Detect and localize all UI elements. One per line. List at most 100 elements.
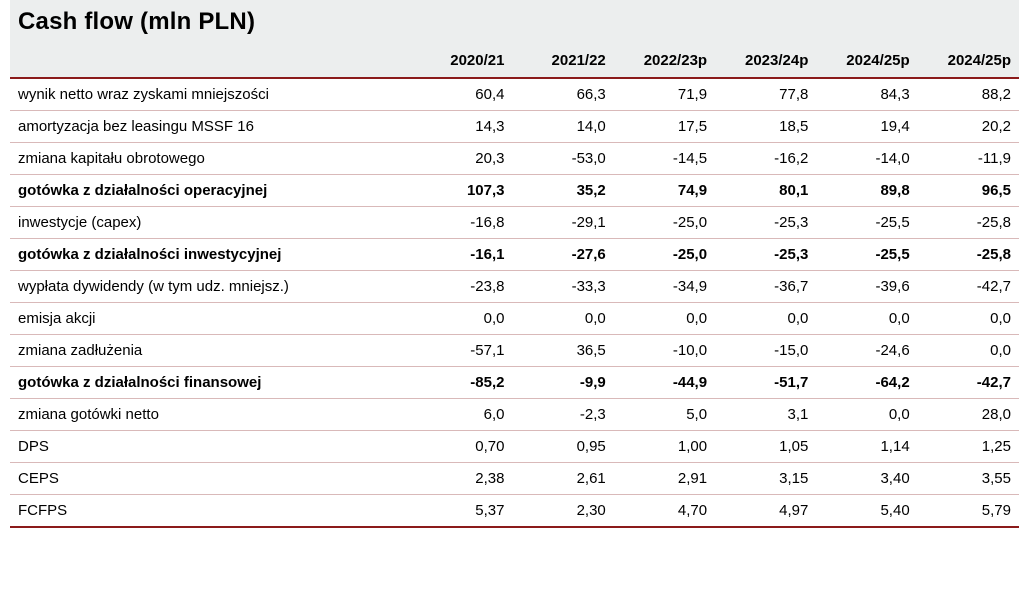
table-header-col: 2024/25p <box>918 42 1019 78</box>
cell-value: -34,9 <box>614 271 715 303</box>
cell-value: 74,9 <box>614 175 715 207</box>
cell-value: 1,05 <box>715 431 816 463</box>
cell-value: 0,0 <box>918 303 1019 335</box>
cell-value: -10,0 <box>614 335 715 367</box>
cell-value: 5,79 <box>918 495 1019 528</box>
page-title: Cash flow (mln PLN) <box>10 0 1019 42</box>
cell-value: 89,8 <box>816 175 917 207</box>
cell-value: 0,0 <box>816 303 917 335</box>
cell-value: -2,3 <box>512 399 613 431</box>
cell-value: -25,8 <box>918 207 1019 239</box>
table-row: zmiana gotówki netto6,0-2,35,03,10,028,0 <box>10 399 1019 431</box>
cashflow-table: 2020/212021/222022/23p2023/24p2024/25p20… <box>10 42 1019 528</box>
row-label: DPS <box>10 431 411 463</box>
table-row: gotówka z działalności inwestycyjnej-16,… <box>10 239 1019 271</box>
table-row: zmiana zadłużenia-57,136,5-10,0-15,0-24,… <box>10 335 1019 367</box>
cell-value: 3,40 <box>816 463 917 495</box>
row-label: amortyzacja bez leasingu MSSF 16 <box>10 111 411 143</box>
row-label: gotówka z działalności inwestycyjnej <box>10 239 411 271</box>
cell-value: 3,55 <box>918 463 1019 495</box>
table-row: CEPS2,382,612,913,153,403,55 <box>10 463 1019 495</box>
cell-value: 6,0 <box>411 399 512 431</box>
cell-value: 18,5 <box>715 111 816 143</box>
table-header-col: 2024/25p <box>816 42 917 78</box>
cell-value: 77,8 <box>715 78 816 111</box>
cell-value: 1,14 <box>816 431 917 463</box>
cell-value: -27,6 <box>512 239 613 271</box>
cell-value: -29,1 <box>512 207 613 239</box>
table-header-blank <box>10 42 411 78</box>
cell-value: 0,0 <box>715 303 816 335</box>
cell-value: -42,7 <box>918 271 1019 303</box>
cell-value: 0,0 <box>816 399 917 431</box>
cell-value: -14,5 <box>614 143 715 175</box>
cell-value: 3,1 <box>715 399 816 431</box>
cell-value: 96,5 <box>918 175 1019 207</box>
cell-value: 5,0 <box>614 399 715 431</box>
cell-value: -16,1 <box>411 239 512 271</box>
cell-value: -16,2 <box>715 143 816 175</box>
row-label: wynik netto wraz zyskami mniejszości <box>10 78 411 111</box>
cell-value: 0,0 <box>512 303 613 335</box>
cell-value: 36,5 <box>512 335 613 367</box>
table-header-col: 2020/21 <box>411 42 512 78</box>
cell-value: 35,2 <box>512 175 613 207</box>
table-row: gotówka z działalności finansowej-85,2-9… <box>10 367 1019 399</box>
cell-value: 80,1 <box>715 175 816 207</box>
cell-value: 5,40 <box>816 495 917 528</box>
cell-value: 20,2 <box>918 111 1019 143</box>
table-row: amortyzacja bez leasingu MSSF 1614,314,0… <box>10 111 1019 143</box>
cell-value: -42,7 <box>918 367 1019 399</box>
cell-value: 66,3 <box>512 78 613 111</box>
row-label: zmiana zadłużenia <box>10 335 411 367</box>
cell-value: 2,61 <box>512 463 613 495</box>
table-header-col: 2023/24p <box>715 42 816 78</box>
cell-value: 71,9 <box>614 78 715 111</box>
cell-value: -57,1 <box>411 335 512 367</box>
cell-value: -15,0 <box>715 335 816 367</box>
cell-value: 1,00 <box>614 431 715 463</box>
cell-value: -36,7 <box>715 271 816 303</box>
cell-value: 107,3 <box>411 175 512 207</box>
cell-value: 5,37 <box>411 495 512 528</box>
cell-value: 1,25 <box>918 431 1019 463</box>
table-row: inwestycje (capex)-16,8-29,1-25,0-25,3-2… <box>10 207 1019 239</box>
cell-value: 88,2 <box>918 78 1019 111</box>
table-row: gotówka z działalności operacyjnej107,33… <box>10 175 1019 207</box>
cell-value: 0,0 <box>614 303 715 335</box>
cell-value: -25,0 <box>614 207 715 239</box>
cell-value: 2,30 <box>512 495 613 528</box>
cell-value: -9,9 <box>512 367 613 399</box>
row-label: wypłata dywidendy (w tym udz. mniejsz.) <box>10 271 411 303</box>
row-label: emisja akcji <box>10 303 411 335</box>
cell-value: -25,5 <box>816 239 917 271</box>
cell-value: 19,4 <box>816 111 917 143</box>
cell-value: -24,6 <box>816 335 917 367</box>
table-row: wynik netto wraz zyskami mniejszości60,4… <box>10 78 1019 111</box>
cell-value: 3,15 <box>715 463 816 495</box>
cell-value: 4,70 <box>614 495 715 528</box>
cell-value: -25,8 <box>918 239 1019 271</box>
table-row: DPS0,700,951,001,051,141,25 <box>10 431 1019 463</box>
row-label: FCFPS <box>10 495 411 528</box>
row-label: inwestycje (capex) <box>10 207 411 239</box>
row-label: zmiana kapitału obrotowego <box>10 143 411 175</box>
cell-value: -25,0 <box>614 239 715 271</box>
cell-value: 28,0 <box>918 399 1019 431</box>
cell-value: 0,70 <box>411 431 512 463</box>
cell-value: 0,0 <box>411 303 512 335</box>
cell-value: -25,5 <box>816 207 917 239</box>
cell-value: -85,2 <box>411 367 512 399</box>
cell-value: 0,95 <box>512 431 613 463</box>
cell-value: -39,6 <box>816 271 917 303</box>
table-row: zmiana kapitału obrotowego20,3-53,0-14,5… <box>10 143 1019 175</box>
row-label: CEPS <box>10 463 411 495</box>
cell-value: 2,91 <box>614 463 715 495</box>
cell-value: -44,9 <box>614 367 715 399</box>
cell-value: -16,8 <box>411 207 512 239</box>
cashflow-table-container: { "title": "Cash flow (mln PLN)", "colum… <box>0 0 1029 538</box>
cell-value: -23,8 <box>411 271 512 303</box>
table-row: emisja akcji0,00,00,00,00,00,0 <box>10 303 1019 335</box>
table-row: FCFPS5,372,304,704,975,405,79 <box>10 495 1019 528</box>
cell-value: -25,3 <box>715 207 816 239</box>
